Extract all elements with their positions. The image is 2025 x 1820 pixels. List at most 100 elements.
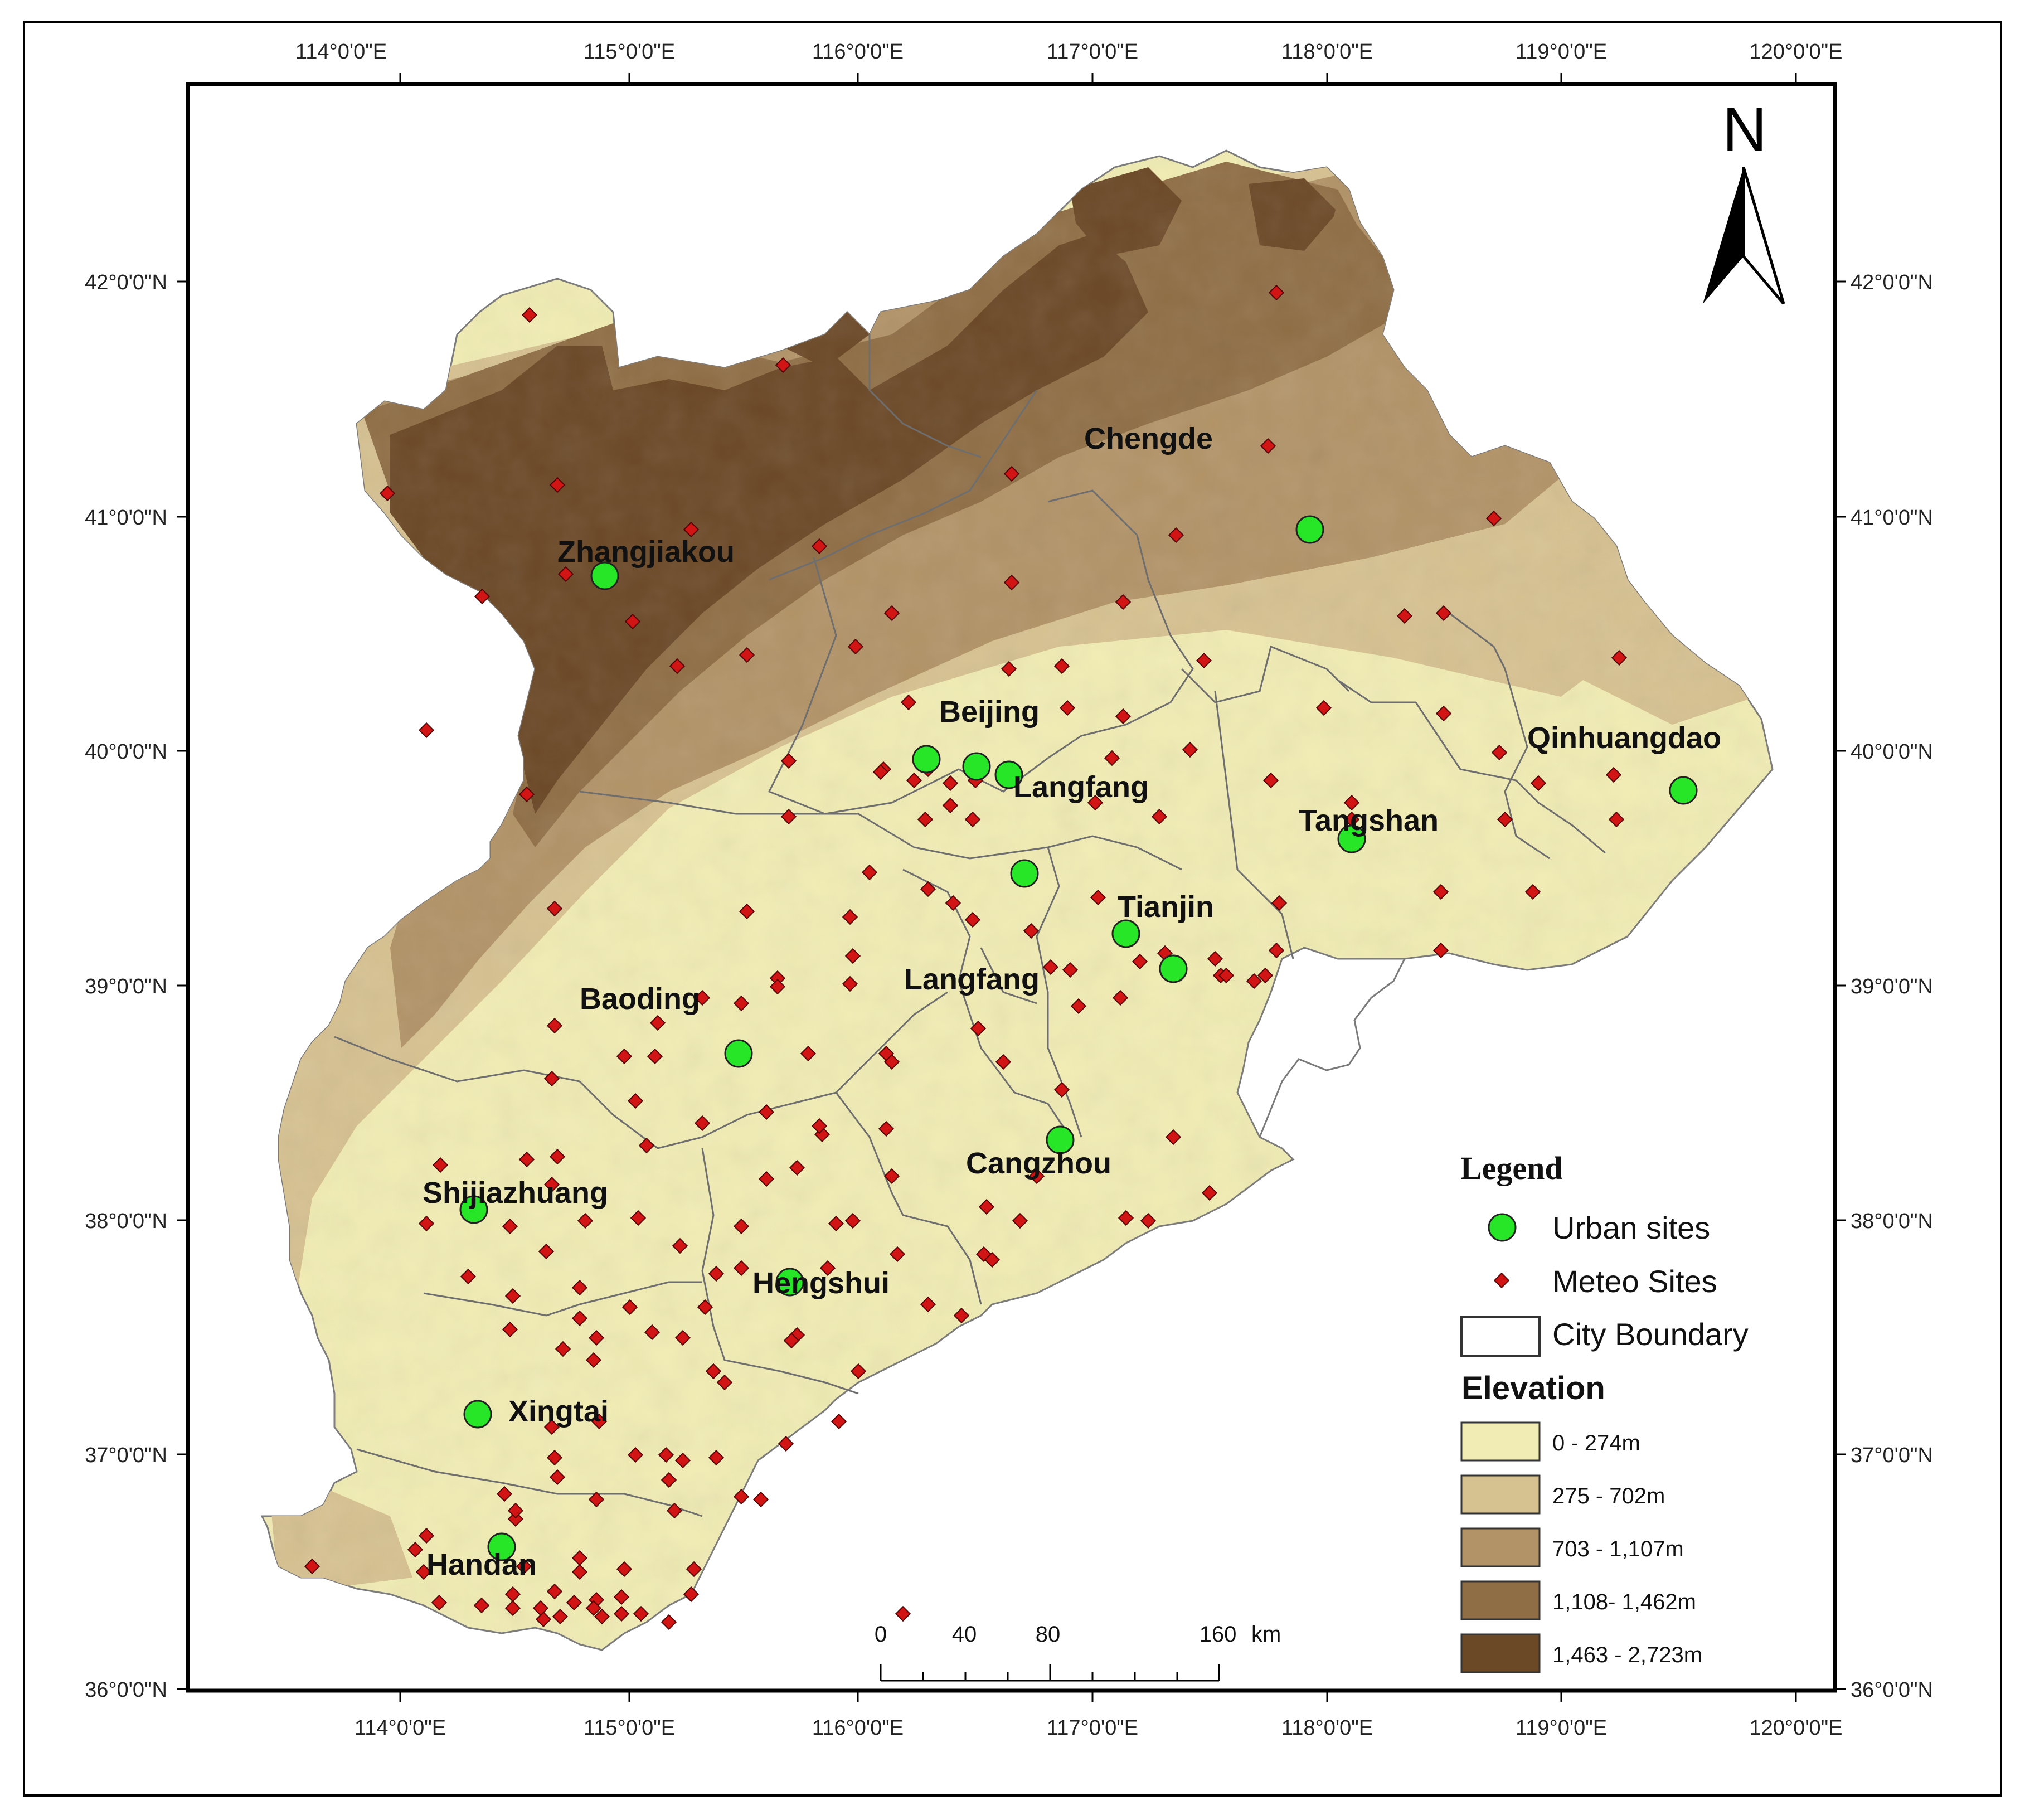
meteo-site-marker (1112, 989, 1129, 1006)
legend-urban-label: Urban sites (1552, 1210, 1710, 1245)
meteo-site-marker (942, 775, 959, 792)
legend: Legend Urban sites Meteo Sites City Boun… (1460, 1150, 1749, 1673)
meteo-site-marker (1012, 1212, 1028, 1229)
lon-label-bottom: 114°0'0"E (355, 1716, 446, 1740)
meteo-site-marker (1165, 1129, 1182, 1146)
meteo-site-marker (1115, 594, 1132, 610)
meteo-site-marker (546, 900, 563, 917)
meteo-site-marker (621, 1299, 638, 1316)
lon-label-bottom: 120°0'0"E (1750, 1716, 1843, 1740)
urban-site-marker (994, 760, 1023, 789)
urban-site-marker (1111, 919, 1140, 948)
lon-label-top: 117°0'0"E (1047, 40, 1138, 64)
meteo-site-marker (906, 772, 922, 789)
meteo-site-marker (1003, 465, 1020, 482)
scale-label-0: 0 (875, 1622, 887, 1647)
meteo-site-marker (549, 477, 566, 493)
city-label-hengshui: Hengshui (752, 1266, 890, 1300)
meteo-site-marker (1491, 744, 1508, 761)
meteo-site-marker (1118, 1210, 1134, 1226)
meteo-site-marker (945, 895, 961, 911)
meteo-site-marker (733, 995, 750, 1012)
meteo-site-marker (842, 909, 858, 925)
city-label-xingtai: Xingtai (508, 1395, 609, 1428)
meteo-site-marker (1140, 1212, 1157, 1229)
meteo-site-marker (613, 1605, 630, 1622)
meteo-site-marker (1268, 942, 1285, 959)
meteo-site-marker (644, 1324, 661, 1341)
scale-unit: km (1251, 1622, 1281, 1647)
meteo-site-marker (571, 1564, 588, 1580)
meteo-site-marker (538, 1243, 555, 1260)
meteo-site-marker (624, 613, 641, 630)
meteo-site-marker (1053, 1081, 1070, 1098)
meteo-site-marker (661, 1614, 677, 1630)
city-label-cangzhou: Cangzhou (966, 1147, 1111, 1180)
meteo-site-marker (739, 903, 755, 920)
meteo-site-marker (616, 1048, 633, 1065)
meteo-site-marker (1218, 967, 1235, 984)
city-label-tianjin: Tianjin (1118, 890, 1214, 924)
lon-label-bottom: 115°0'0"E (584, 1716, 675, 1740)
urban-site-marker (1669, 776, 1698, 805)
lat-label-left: 39°0'0"N (85, 975, 167, 998)
meteo-site-marker (697, 1299, 713, 1316)
meteo-site-marker (847, 638, 864, 655)
meteo-site-marker (543, 1419, 560, 1435)
meteo-site-marker (883, 1054, 900, 1070)
meteo-site-marker (872, 764, 889, 780)
meteo-site-marker (432, 1157, 449, 1173)
meteo-site-marker (594, 1608, 610, 1625)
meteo-site-marker (627, 1093, 644, 1109)
longitude-labels-top: 114°0'0"E 115°0'0"E 116°0'0"E 117°0'0"E … (295, 40, 1843, 64)
meteo-site-marker (733, 1488, 750, 1505)
meteo-site-marker (964, 811, 981, 828)
legend-elevation-title: Elevation (1461, 1370, 1605, 1406)
urban-site-marker (775, 1268, 804, 1297)
meteo-site-marker (1435, 605, 1452, 622)
meteo-site-marker (638, 1137, 655, 1154)
meteo-site-marker (900, 694, 917, 711)
meteo-site-marker (1003, 574, 1020, 591)
meteo-site-marker (504, 1288, 521, 1304)
meteo-site-marker (658, 1447, 674, 1463)
legend-elevation-swatch (1460, 1421, 1541, 1462)
urban-site-marker (459, 1195, 488, 1224)
meteo-site-marker (1132, 953, 1148, 970)
legend-urban-symbol (1488, 1213, 1517, 1242)
meteo-site-marker (516, 1558, 532, 1575)
meteo-site-marker (1260, 438, 1276, 454)
scale-label-80: 80 (1036, 1622, 1061, 1647)
urban-site-marker (1295, 515, 1324, 544)
meteo-site-marker (649, 1015, 666, 1031)
lon-label-top: 120°0'0"E (1750, 40, 1843, 64)
meteo-site-marker (683, 521, 700, 538)
legend-meteo-symbol (1493, 1272, 1510, 1289)
meteo-site-marker (883, 605, 900, 622)
urban-sites-layer (459, 515, 1698, 1561)
lat-label-right: 42°0'0"N (1851, 271, 1933, 294)
meteo-site-marker (504, 1586, 521, 1603)
meteo-site-marker (379, 485, 396, 502)
lat-label-right: 40°0'0"N (1851, 740, 1933, 764)
meteo-site-marker (616, 1561, 633, 1578)
urban-site-marker (1337, 824, 1366, 853)
meteo-site-marker (694, 989, 711, 1006)
meteo-site-marker (507, 1502, 524, 1519)
lat-label-right: 39°0'0"N (1851, 975, 1933, 998)
lon-label-bottom: 119°0'0"E (1516, 1716, 1607, 1740)
meteo-site-marker (1246, 973, 1262, 989)
meteo-site-marker (418, 1215, 435, 1232)
latitude-labels-right: 42°0'0"N 41°0'0"N 40°0'0"N 39°0'0"N 38°0… (1851, 271, 1933, 1702)
scale-label-40: 40 (952, 1622, 977, 1647)
meteo-site-marker (1268, 284, 1285, 301)
meteo-site-marker (591, 1413, 608, 1430)
meteo-site-marker (672, 1237, 688, 1254)
meteo-site-marker (733, 1218, 750, 1235)
meteo-site-marker (708, 1265, 725, 1282)
urban-site-marker (724, 1039, 753, 1068)
coastline (1259, 958, 1406, 1138)
meteo-site-marker (571, 1279, 588, 1296)
urban-site-marker (962, 752, 991, 781)
lat-label-left: 37°0'0"N (85, 1444, 167, 1467)
